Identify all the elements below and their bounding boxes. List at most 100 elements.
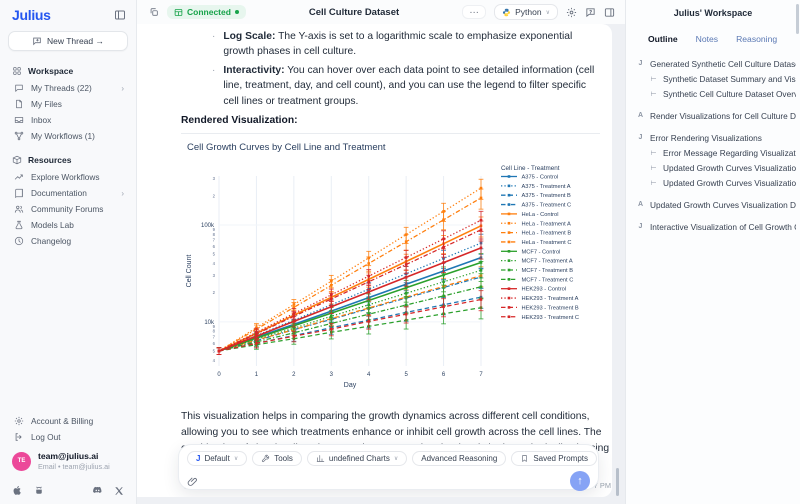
apple-icon[interactable] [12, 485, 23, 496]
sidebar-item-label: My Threads (22) [31, 83, 92, 93]
main-panel: Connected Cell Culture Dataset … Python … [137, 0, 625, 504]
sidebar-item-label: Models Lab [31, 220, 74, 230]
composer-pill-default[interactable]: J Default ∨ [187, 451, 248, 466]
connected-badge[interactable]: Connected [167, 5, 246, 19]
account-row[interactable]: TE team@julius.ai Email • team@julius.ai [0, 445, 136, 477]
svg-text:6: 6 [442, 372, 446, 378]
chart-icon [316, 454, 325, 463]
sidebar-section: Resources Explore Workflows Documentation ›… [0, 148, 136, 253]
svg-text:3: 3 [330, 372, 334, 378]
julius-logo[interactable]: Julius [12, 7, 51, 23]
sidebar-item-label: Documentation [31, 188, 87, 198]
sidebar-item-my-workflows-1[interactable]: My Workflows (1) [0, 128, 136, 144]
new-thread-button[interactable]: New Thread → [8, 31, 128, 51]
svg-text:9: 9 [213, 324, 216, 329]
composer: J Default ∨ Tools undefined Charts ∨ Advanced … [178, 444, 599, 491]
new-thread-label: New Thread → [46, 36, 104, 46]
outline-item[interactable]: ⊢ Synthetic Cell Culture Dataset Overview [649, 86, 796, 101]
runtime-selector[interactable]: Python ∨ [494, 4, 558, 20]
collapse-sidebar-icon[interactable] [114, 9, 126, 21]
account-billing-button[interactable]: Account & Billing [0, 413, 136, 429]
svg-text:4: 4 [213, 261, 216, 266]
svg-text:HEK293 - Treatment A: HEK293 - Treatment A [522, 296, 579, 302]
sidebar-sections: Workspace My Threads (22) › My Files Inbox My… [0, 59, 136, 253]
sidebar-item-community-forums[interactable]: Community Forums [0, 201, 136, 217]
send-button[interactable]: ↑ [570, 471, 590, 491]
outline-item[interactable]: ⊢ Synthetic Dataset Summary and Visuali..… [649, 71, 796, 86]
svg-text:7: 7 [213, 238, 216, 243]
gear-icon [14, 416, 24, 426]
outline-item-label: Error Rendering Visualizations [650, 132, 762, 143]
avatar: TE [12, 451, 31, 471]
outline-item-label: Synthetic Dataset Summary and Visuali... [663, 73, 796, 84]
logout-button[interactable]: Log Out [0, 429, 136, 445]
x-logo-icon[interactable] [114, 486, 124, 496]
composer-pill-advanced-reasoning[interactable]: Advanced Reasoning [412, 451, 507, 466]
android-icon[interactable] [33, 485, 45, 496]
svg-text:2: 2 [213, 290, 216, 295]
sidebar-item-documentation[interactable]: Documentation › [0, 185, 136, 201]
svg-text:Cell Count: Cell Count [186, 255, 193, 288]
sidebar-item-models-lab[interactable]: Models Lab [0, 217, 136, 233]
svg-text:A375 - Treatment A: A375 - Treatment A [522, 184, 571, 190]
svg-text:5: 5 [213, 349, 216, 354]
outline-item-label: Generated Synthetic Cell Culture Dataset [650, 58, 796, 69]
copy-page-icon[interactable] [149, 7, 159, 17]
message-input[interactable] [198, 474, 570, 488]
workspace-scrollbar[interactable] [796, 4, 799, 34]
workflow-icon [14, 131, 24, 141]
outline-item[interactable]: ⊢ Error Message Regarding Visualization .… [649, 145, 796, 160]
bullet-lead: Interactivity: [223, 64, 285, 76]
grid-icon [12, 66, 22, 76]
sidebar-item-my-threads-22[interactable]: My Threads (22) › [0, 80, 136, 96]
logout-icon [14, 432, 24, 442]
assistant-message: · Log Scale: The Y-axis is set to a loga… [181, 26, 611, 490]
sidebar-item-my-files[interactable]: My Files [0, 96, 136, 112]
sidebar-item-label: My Files [31, 99, 62, 109]
sidebar-bottom: Account & Billing Log Out TE team@julius… [0, 407, 136, 504]
sidebar-item-changelog[interactable]: Changelog [0, 233, 136, 249]
outline-item-label: Error Message Regarding Visualization ..… [663, 147, 796, 158]
svg-text:2: 2 [292, 372, 296, 378]
tab-reasoning[interactable]: Reasoning [736, 34, 778, 44]
chat-card: · Log Scale: The Y-axis is set to a loga… [137, 24, 612, 497]
svg-text:6: 6 [213, 244, 216, 249]
outline-item[interactable]: A Render Visualizations for Cell Culture … [636, 108, 796, 123]
help-bubble-icon[interactable] [585, 7, 596, 18]
outline-item[interactable]: J Generated Synthetic Cell Culture Datase… [636, 56, 796, 71]
svg-text:HEK293 - Treatment B: HEK293 - Treatment B [522, 306, 579, 312]
svg-text:7: 7 [213, 335, 216, 340]
chat-scrollbar[interactable] [616, 468, 619, 496]
outline-item[interactable]: ⊢ Updated Growth Curves Visualization R..… [649, 160, 796, 175]
more-options-button[interactable]: … [462, 5, 487, 19]
outline-item[interactable]: J Interactive Visualization of Cell Growt… [636, 219, 796, 234]
discord-icon[interactable] [91, 485, 104, 496]
sidebar-item-explore-workflows[interactable]: Explore Workflows [0, 169, 136, 185]
composer-pill-saved-prompts[interactable]: Saved Prompts [511, 451, 598, 466]
outline-item[interactable]: A Updated Growth Curves Visualization Dis… [636, 197, 796, 212]
svg-text:100k: 100k [201, 223, 215, 229]
community-icon [14, 204, 24, 214]
svg-text:5: 5 [213, 252, 216, 257]
flask-icon [14, 220, 24, 230]
toggle-right-panel-icon[interactable] [604, 7, 615, 18]
svg-text:3: 3 [213, 273, 216, 278]
sidebar-item-inbox[interactable]: Inbox [0, 112, 136, 128]
growth-chart[interactable]: Cell Growth Curves by Cell Line and Trea… [181, 134, 600, 403]
pill-label: Tools [274, 454, 293, 463]
chat-icon [14, 83, 24, 93]
paperclip-icon[interactable] [187, 476, 198, 487]
sidebar-item-label: My Workflows (1) [31, 131, 95, 141]
message-divider [181, 133, 600, 135]
tab-outline[interactable]: Outline [648, 34, 678, 44]
tab-notes[interactable]: Notes [695, 34, 719, 44]
composer-pill-undefined-charts[interactable]: undefined Charts ∨ [306, 451, 408, 466]
settings-gear-icon[interactable] [566, 7, 577, 18]
bullet-log-scale: · Log Scale: The Y-axis is set to a loga… [212, 29, 600, 60]
composer-pill-tools[interactable]: Tools [252, 451, 302, 466]
outline-item[interactable]: J Error Rendering Visualizations [636, 130, 796, 145]
sidebar-item-label: Inbox [31, 115, 52, 125]
outline-item[interactable]: ⊢ Updated Growth Curves Visualization Di.… [649, 175, 796, 190]
chevron-down-icon: ∨ [545, 9, 550, 16]
